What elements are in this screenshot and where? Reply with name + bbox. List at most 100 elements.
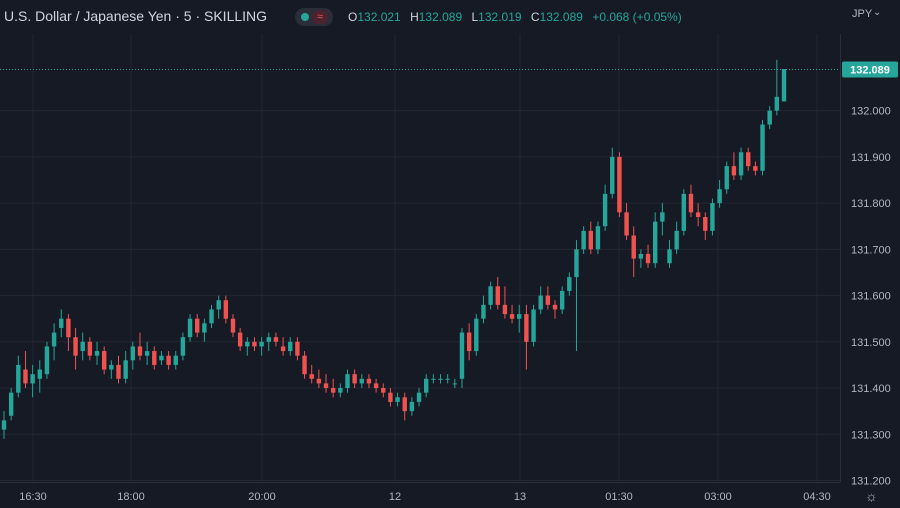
chevron-down-icon[interactable]: ⌄ [873,7,882,18]
low-value: 132.019 [478,10,522,24]
candle-body [517,314,522,319]
candle-body [59,318,64,328]
candle-body [710,203,715,231]
candle-body [280,346,286,352]
y-tick-label: 131.600 [851,291,891,303]
candle-body [295,341,300,356]
candle-body [581,230,586,250]
candle-body [631,235,636,259]
candle-body [774,96,780,111]
candle-body [753,166,758,171]
x-tick-label: 03:00 [704,491,732,503]
candle-body [703,216,708,231]
high-value: 132.089 [418,10,463,24]
candle-body [8,392,14,416]
x-tick-label: 04:30 [803,491,831,503]
candle-body [252,341,257,347]
candle-body [724,166,729,190]
candle-body [87,341,93,356]
candle-body [266,337,271,342]
candle-body [366,378,372,384]
candle-body [230,318,236,333]
y-tick-label: 131.700 [851,244,891,256]
x-tick-label: 18:00 [117,491,145,503]
y-tick-label: 131.200 [851,476,891,488]
y-tick-label: 131.900 [851,152,891,164]
candle-body [552,304,558,310]
candle-body [237,332,243,347]
candle-body [44,346,50,375]
candle-body [574,249,579,278]
candle-body [1,420,7,430]
candle-body [395,397,400,402]
candle-body [466,332,472,352]
candle-body [273,337,279,342]
candle-body [245,341,250,347]
candle-body [187,318,193,338]
candle-body [345,374,350,389]
candle-body [602,193,608,227]
currency-label[interactable]: JPY [852,8,873,20]
candle-body [338,388,343,393]
candle-body [638,253,644,259]
candle-body [223,300,229,319]
candle-body [495,286,500,305]
y-tick-label: 132.000 [851,106,891,118]
chart-header: U.S. Dollar / Japanese Yen · 5 · SKILLIN… [0,0,840,34]
candle-body [323,383,329,389]
candle-body [51,332,57,347]
candle-body [524,314,529,342]
eye-dot-icon [301,13,309,21]
candle-body [438,378,443,380]
symbol-title[interactable]: U.S. Dollar / Japanese Yen · 5 · SKILLIN… [4,8,268,24]
candle-body [452,383,458,385]
candle-body [37,369,42,379]
candle-body [16,364,21,393]
candle-body [624,212,629,236]
candle-body [359,378,364,384]
candle-body [567,277,572,291]
candle-body [652,221,658,264]
candle-body [502,304,508,315]
candle-body [330,388,336,393]
y-tick-label: 131.300 [851,429,891,441]
candle-body [746,152,751,167]
candle-body [309,374,314,379]
x-tick-label: 01:30 [605,491,633,503]
candle-body [431,378,436,380]
y-tick-label: 131.400 [851,383,891,395]
candle-body [481,304,486,319]
candle-body [94,351,100,356]
candle-body [123,360,128,379]
candle-body [416,392,422,402]
candle-body [373,383,379,389]
candle-body [259,341,264,347]
candle-body [116,364,121,379]
x-tick-label: 20:00 [248,491,276,503]
open-label: O [348,10,358,24]
candle-body [538,295,543,310]
candle-body [424,378,429,393]
candle-body [781,69,787,102]
candle-body [173,355,178,365]
candle-body [381,388,386,393]
change-value: +0.068 (+0.05%) [592,10,682,24]
indicator-visibility-toggle[interactable]: ≈ [295,8,333,26]
candle-body [101,351,107,370]
last-price-label: 132.089 [850,65,890,77]
y-tick-label: 131.500 [851,337,891,349]
candle-body [760,124,765,171]
candle-body [674,230,679,250]
candle-body [66,318,71,338]
candle-body [559,290,565,310]
candle-body [738,152,744,176]
candle-body [660,212,665,222]
candle-body [202,323,207,333]
open-value: 132.021 [357,10,401,24]
candle-body [409,401,415,412]
candle-body [209,309,214,324]
candle-body [667,249,672,264]
candle-body [23,369,28,384]
settings-gear-icon[interactable]: ☼ [865,488,878,504]
